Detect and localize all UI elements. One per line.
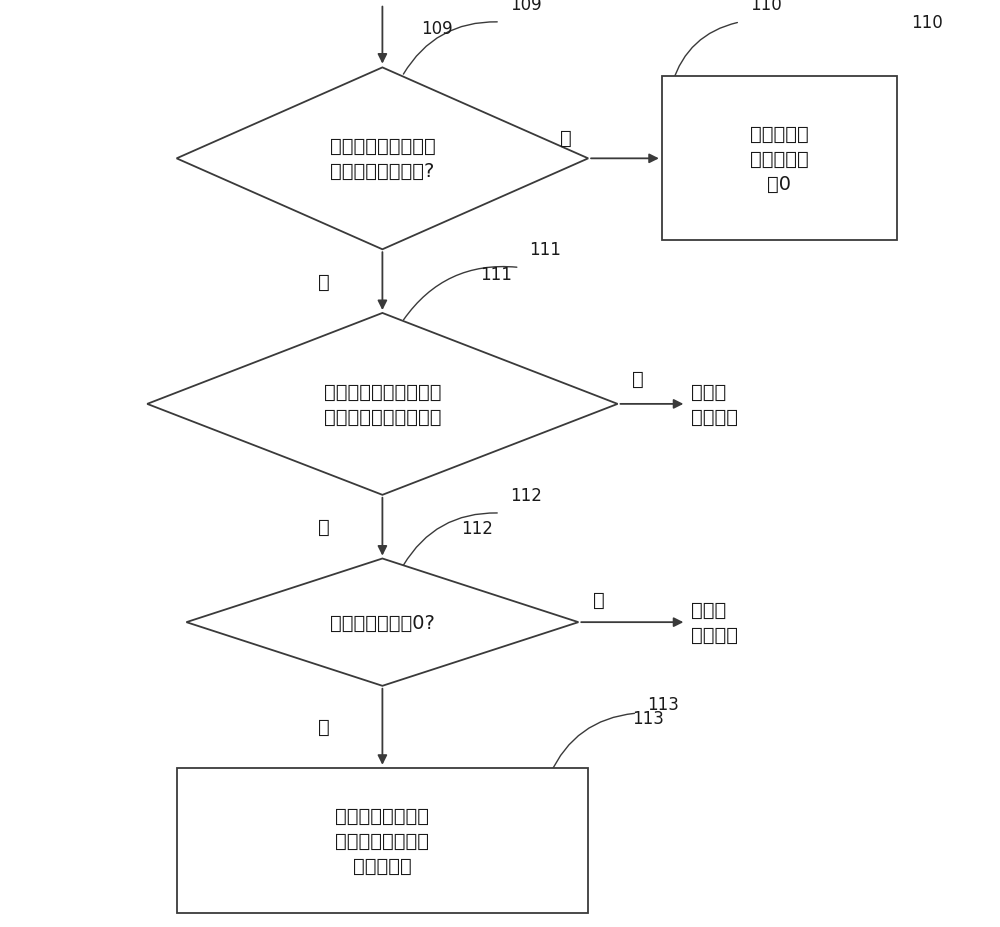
Text: 111: 111 — [480, 266, 512, 284]
Text: 111: 111 — [529, 241, 561, 260]
Text: 112: 112 — [461, 519, 493, 537]
Bar — [662, 77, 897, 241]
Polygon shape — [177, 69, 588, 250]
Text: 是: 是 — [593, 590, 605, 609]
Text: 否: 否 — [632, 369, 644, 388]
Text: 是: 是 — [318, 517, 329, 537]
Bar — [177, 768, 588, 913]
Text: 不执行
任何操作: 不执行 任何操作 — [691, 383, 738, 426]
Text: 否: 否 — [318, 273, 329, 291]
Text: 113: 113 — [647, 695, 679, 714]
Text: 112: 112 — [510, 487, 542, 504]
Text: 109: 109 — [422, 20, 453, 38]
Text: 风机转速值等于0?: 风机转速值等于0? — [330, 613, 435, 632]
Text: 113: 113 — [632, 709, 664, 727]
Polygon shape — [147, 313, 618, 495]
Text: 是: 是 — [560, 129, 572, 148]
Text: 109: 109 — [510, 0, 541, 14]
Text: 获得加湿电磁阀开
度值为预设加湿电
磁阀开度值: 获得加湿电磁阀开 度值为预设加湿电 磁阀开度值 — [335, 806, 429, 875]
Text: 不执行
任何操作: 不执行 任何操作 — [691, 601, 738, 644]
Text: 110: 110 — [912, 14, 943, 32]
Text: 否: 否 — [318, 717, 329, 736]
Text: 回风湿度值大于或等
于预设回风湿度值?: 回风湿度值大于或等 于预设回风湿度值? — [330, 137, 435, 181]
Text: 获得加湿电
磁阀开度值
为0: 获得加湿电 磁阀开度值 为0 — [750, 125, 809, 194]
Text: 110: 110 — [750, 0, 782, 14]
Polygon shape — [186, 559, 578, 686]
Text: 判断是否接收到所述模
拟的冬季模式触发信号: 判断是否接收到所述模 拟的冬季模式触发信号 — [324, 383, 441, 426]
